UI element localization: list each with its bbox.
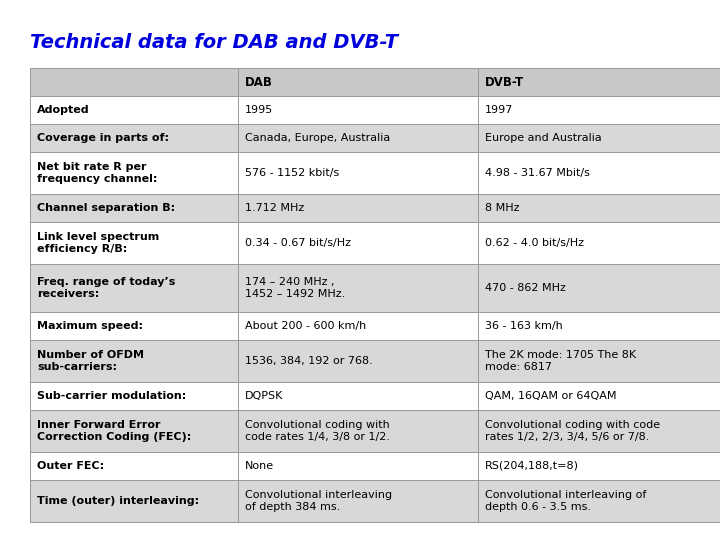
Text: 0.34 - 0.67 bit/s/Hz: 0.34 - 0.67 bit/s/Hz xyxy=(245,238,351,248)
Bar xyxy=(30,152,238,194)
Text: Maximum speed:: Maximum speed: xyxy=(37,321,143,331)
Bar xyxy=(478,340,720,382)
Text: DQPSK: DQPSK xyxy=(245,391,284,401)
Bar xyxy=(30,124,238,152)
Bar xyxy=(478,312,720,340)
Text: Convolutional interleaving
of depth 384 ms.: Convolutional interleaving of depth 384 … xyxy=(245,490,392,512)
Bar xyxy=(30,96,238,124)
Bar xyxy=(238,382,478,410)
Text: 576 - 1152 kbit/s: 576 - 1152 kbit/s xyxy=(245,168,339,178)
Text: 4.98 - 31.67 Mbit/s: 4.98 - 31.67 Mbit/s xyxy=(485,168,590,178)
Text: Inner Forward Error
Correction Coding (FEC):: Inner Forward Error Correction Coding (F… xyxy=(37,420,192,442)
Bar xyxy=(30,340,238,382)
Bar xyxy=(30,222,238,264)
Text: Canada, Europe, Australia: Canada, Europe, Australia xyxy=(245,133,390,143)
Bar xyxy=(238,452,478,480)
Bar xyxy=(478,410,720,452)
Text: 1995: 1995 xyxy=(245,105,274,115)
Text: DVB-T: DVB-T xyxy=(485,76,524,89)
Text: 36 - 163 km/h: 36 - 163 km/h xyxy=(485,321,563,331)
Bar xyxy=(238,124,478,152)
Text: 1536, 384, 192 or 768.: 1536, 384, 192 or 768. xyxy=(245,356,373,366)
Bar xyxy=(238,194,478,222)
Text: About 200 - 600 km/h: About 200 - 600 km/h xyxy=(245,321,366,331)
Bar xyxy=(30,194,238,222)
Text: QAM, 16QAM or 64QAM: QAM, 16QAM or 64QAM xyxy=(485,391,616,401)
Bar xyxy=(30,480,238,522)
Bar xyxy=(478,452,720,480)
Text: Convolutional interleaving of
depth 0.6 - 3.5 ms.: Convolutional interleaving of depth 0.6 … xyxy=(485,490,647,512)
Text: 8 MHz: 8 MHz xyxy=(485,203,520,213)
Text: 1997: 1997 xyxy=(485,105,513,115)
Bar xyxy=(238,312,478,340)
Text: Link level spectrum
efficiency R/B:: Link level spectrum efficiency R/B: xyxy=(37,232,159,254)
Text: Channel separation B:: Channel separation B: xyxy=(37,203,175,213)
Bar xyxy=(478,264,720,312)
Bar xyxy=(478,382,720,410)
Text: Convolutional coding with code
rates 1/2, 2/3, 3/4, 5/6 or 7/8.: Convolutional coding with code rates 1/2… xyxy=(485,420,660,442)
Text: RS(204,188,t=8): RS(204,188,t=8) xyxy=(485,461,579,471)
Bar xyxy=(478,152,720,194)
Text: Coverage in parts of:: Coverage in parts of: xyxy=(37,133,169,143)
Bar xyxy=(30,452,238,480)
Text: The 2K mode: 1705 The 8K
mode: 6817: The 2K mode: 1705 The 8K mode: 6817 xyxy=(485,349,636,373)
Bar xyxy=(478,194,720,222)
Bar xyxy=(238,410,478,452)
Text: Convolutional coding with
code rates 1/4, 3/8 or 1/2.: Convolutional coding with code rates 1/4… xyxy=(245,420,390,442)
Bar xyxy=(238,340,478,382)
Bar xyxy=(30,68,238,96)
Bar xyxy=(478,124,720,152)
Text: Freq. range of today’s
receivers:: Freq. range of today’s receivers: xyxy=(37,276,176,299)
Text: 174 – 240 MHz ,
1452 – 1492 MHz.: 174 – 240 MHz , 1452 – 1492 MHz. xyxy=(245,276,346,299)
Bar xyxy=(30,312,238,340)
Bar xyxy=(238,480,478,522)
Text: 1.712 MHz: 1.712 MHz xyxy=(245,203,305,213)
Bar xyxy=(30,410,238,452)
Bar xyxy=(238,222,478,264)
Bar xyxy=(478,68,720,96)
Bar xyxy=(478,222,720,264)
Text: Time (outer) interleaving:: Time (outer) interleaving: xyxy=(37,496,199,506)
Bar xyxy=(478,480,720,522)
Bar xyxy=(30,264,238,312)
Bar xyxy=(238,152,478,194)
Text: Technical data for DAB and DVB-T: Technical data for DAB and DVB-T xyxy=(30,33,398,52)
Text: Europe and Australia: Europe and Australia xyxy=(485,133,602,143)
Text: 470 - 862 MHz: 470 - 862 MHz xyxy=(485,283,566,293)
Text: Adopted: Adopted xyxy=(37,105,89,115)
Bar xyxy=(238,68,478,96)
Bar xyxy=(238,96,478,124)
Bar xyxy=(238,264,478,312)
Text: None: None xyxy=(245,461,274,471)
Text: 0.62 - 4.0 bit/s/Hz: 0.62 - 4.0 bit/s/Hz xyxy=(485,238,584,248)
Bar xyxy=(478,96,720,124)
Text: DAB: DAB xyxy=(245,76,273,89)
Bar xyxy=(30,382,238,410)
Text: Net bit rate R per
frequency channel:: Net bit rate R per frequency channel: xyxy=(37,161,158,184)
Text: Outer FEC:: Outer FEC: xyxy=(37,461,104,471)
Text: Number of OFDM
sub-carriers:: Number of OFDM sub-carriers: xyxy=(37,349,144,373)
Text: Sub-carrier modulation:: Sub-carrier modulation: xyxy=(37,391,186,401)
